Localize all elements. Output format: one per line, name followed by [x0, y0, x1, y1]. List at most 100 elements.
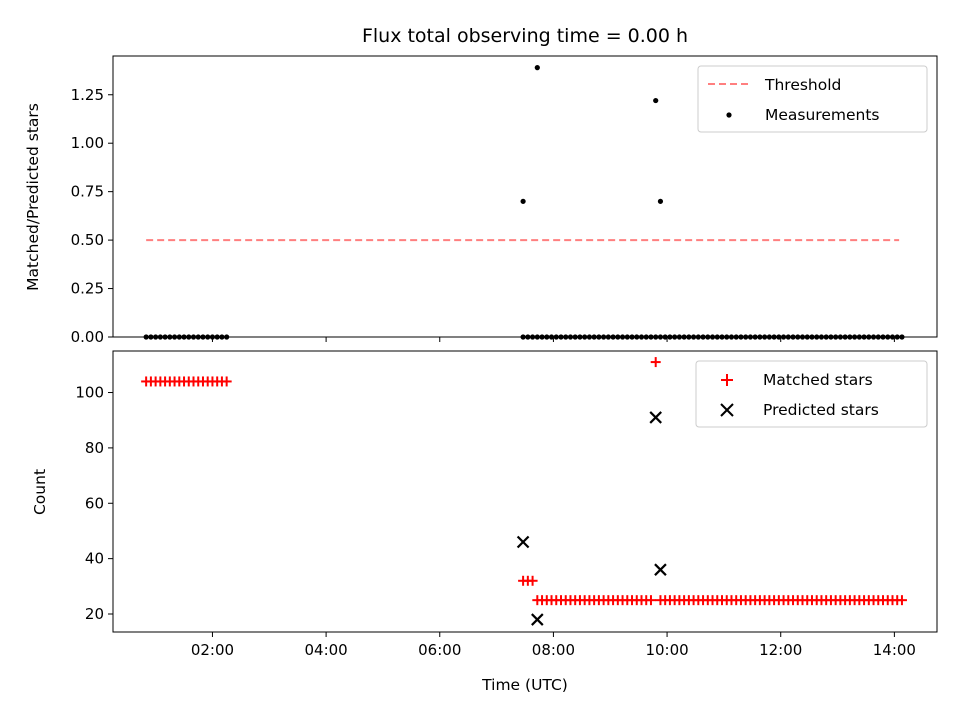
measurement-point [200, 334, 206, 340]
top-y-tick-label: 0.50 [71, 231, 104, 249]
measurement-point [657, 198, 664, 204]
measurement-point [657, 334, 664, 340]
measurement-point [870, 334, 877, 340]
measurement-point [885, 334, 891, 340]
measurement-point [762, 334, 768, 340]
top-y-tick-label: 0.75 [71, 183, 104, 201]
measurement-point [724, 334, 730, 340]
measurement-point [591, 334, 597, 340]
measurement-point [733, 334, 739, 340]
measurement-point [676, 334, 682, 340]
measurement-point [205, 334, 211, 340]
measurement-point [757, 334, 763, 340]
measurement-point [553, 334, 559, 340]
measurement-point [828, 334, 834, 340]
measurement-point [563, 334, 569, 340]
bottom-legend-box [695, 360, 928, 428]
measurement-point [653, 334, 659, 340]
x-tick-label: 08:00 [532, 641, 575, 659]
measurement-point [190, 334, 197, 340]
bottom-axes: 20 40 60 80 100 02:00 04:00 06:00 08:00 10:00 12:… [31, 350, 938, 694]
measurement-point [790, 334, 796, 340]
measurement-point [880, 334, 886, 340]
legend-measurements-label: Measurements [765, 106, 880, 124]
measurement-point [889, 334, 896, 340]
measurement-point [548, 334, 555, 340]
measurement-point [195, 334, 201, 340]
top-y-axis-label: Matched/Predicted stars [24, 103, 42, 291]
measurement-point [181, 334, 187, 340]
measurement-point [209, 334, 216, 340]
measurement-point [167, 334, 173, 340]
measurement-point [143, 334, 149, 340]
measurement-point [544, 334, 550, 340]
predicted-star-point [516, 535, 530, 549]
legend-matched-swatch [721, 374, 733, 386]
measurement-point [818, 334, 825, 340]
measurement-point [766, 334, 772, 340]
matched-star-point [221, 376, 232, 387]
measurement-point [672, 334, 678, 340]
measurement-point [624, 334, 630, 340]
measurement-point [690, 334, 697, 340]
measurement-point [171, 334, 178, 340]
measurement-point [643, 334, 649, 340]
matched-star-point [645, 595, 656, 606]
measurement-point [899, 334, 905, 340]
measurement-point [728, 334, 735, 340]
measurement-point [186, 334, 192, 340]
measurement-point [747, 334, 754, 340]
measurement-point [596, 334, 602, 340]
figure-title: Flux total observing time = 0.00 h [362, 25, 688, 47]
measurement-point [610, 334, 616, 340]
measurement-point [861, 334, 867, 340]
measurement-point [520, 334, 526, 340]
measurement-point [894, 334, 900, 340]
measurement-point [852, 334, 858, 340]
measurement-point [162, 334, 168, 340]
measurement-point [619, 334, 626, 340]
legend-threshold-label: Threshold [764, 76, 841, 94]
measurement-point [799, 334, 806, 340]
measurement-point [567, 334, 574, 340]
measurement-point [804, 334, 810, 340]
top-y-ticks: 0.00 0.25 0.50 0.75 1.00 1.25 [71, 86, 113, 346]
measurement-point [601, 334, 607, 340]
measurement-point [709, 334, 716, 340]
bottom-y-axis-label: Count [31, 469, 49, 515]
top-legend: Threshold Measurements [697, 65, 928, 133]
bottom-y-tick-label: 60 [85, 494, 104, 512]
measurement-point [662, 334, 668, 340]
top-legend-box [697, 65, 928, 133]
measurement-point [629, 334, 635, 340]
legend-predicted-label: Predicted stars [763, 401, 879, 419]
legend-predicted-swatch [720, 403, 734, 417]
matched-star-point [896, 595, 907, 606]
x-tick-label: 14:00 [873, 641, 916, 659]
measurement-point [719, 334, 725, 340]
measurement-point [681, 334, 687, 340]
top-y-tick-label: 0.00 [71, 328, 104, 346]
measurement-point [842, 334, 848, 340]
measurement-point [809, 334, 815, 340]
measurement-point [534, 334, 540, 340]
measurement-point [638, 334, 645, 340]
measurement-point [586, 334, 593, 340]
predicted-star-point [531, 613, 544, 626]
measurement-point [558, 334, 564, 340]
x-tick-label: 04:00 [304, 641, 347, 659]
measurement-point [705, 334, 711, 340]
matched-star-point [650, 357, 661, 368]
measurement-point [837, 334, 843, 340]
bottom-y-tick-label: 80 [85, 439, 104, 457]
top-plot-area [143, 65, 905, 340]
measurement-point [148, 334, 154, 340]
predicted-star-point [649, 411, 662, 424]
top-y-tick-label: 1.00 [71, 134, 104, 152]
measurement-point [743, 334, 749, 340]
measurement-point [534, 65, 540, 71]
bottom-y-tick-label: 20 [85, 605, 104, 623]
measurement-point [866, 334, 872, 340]
measurement-point [814, 334, 820, 340]
measurement-point [224, 334, 230, 340]
